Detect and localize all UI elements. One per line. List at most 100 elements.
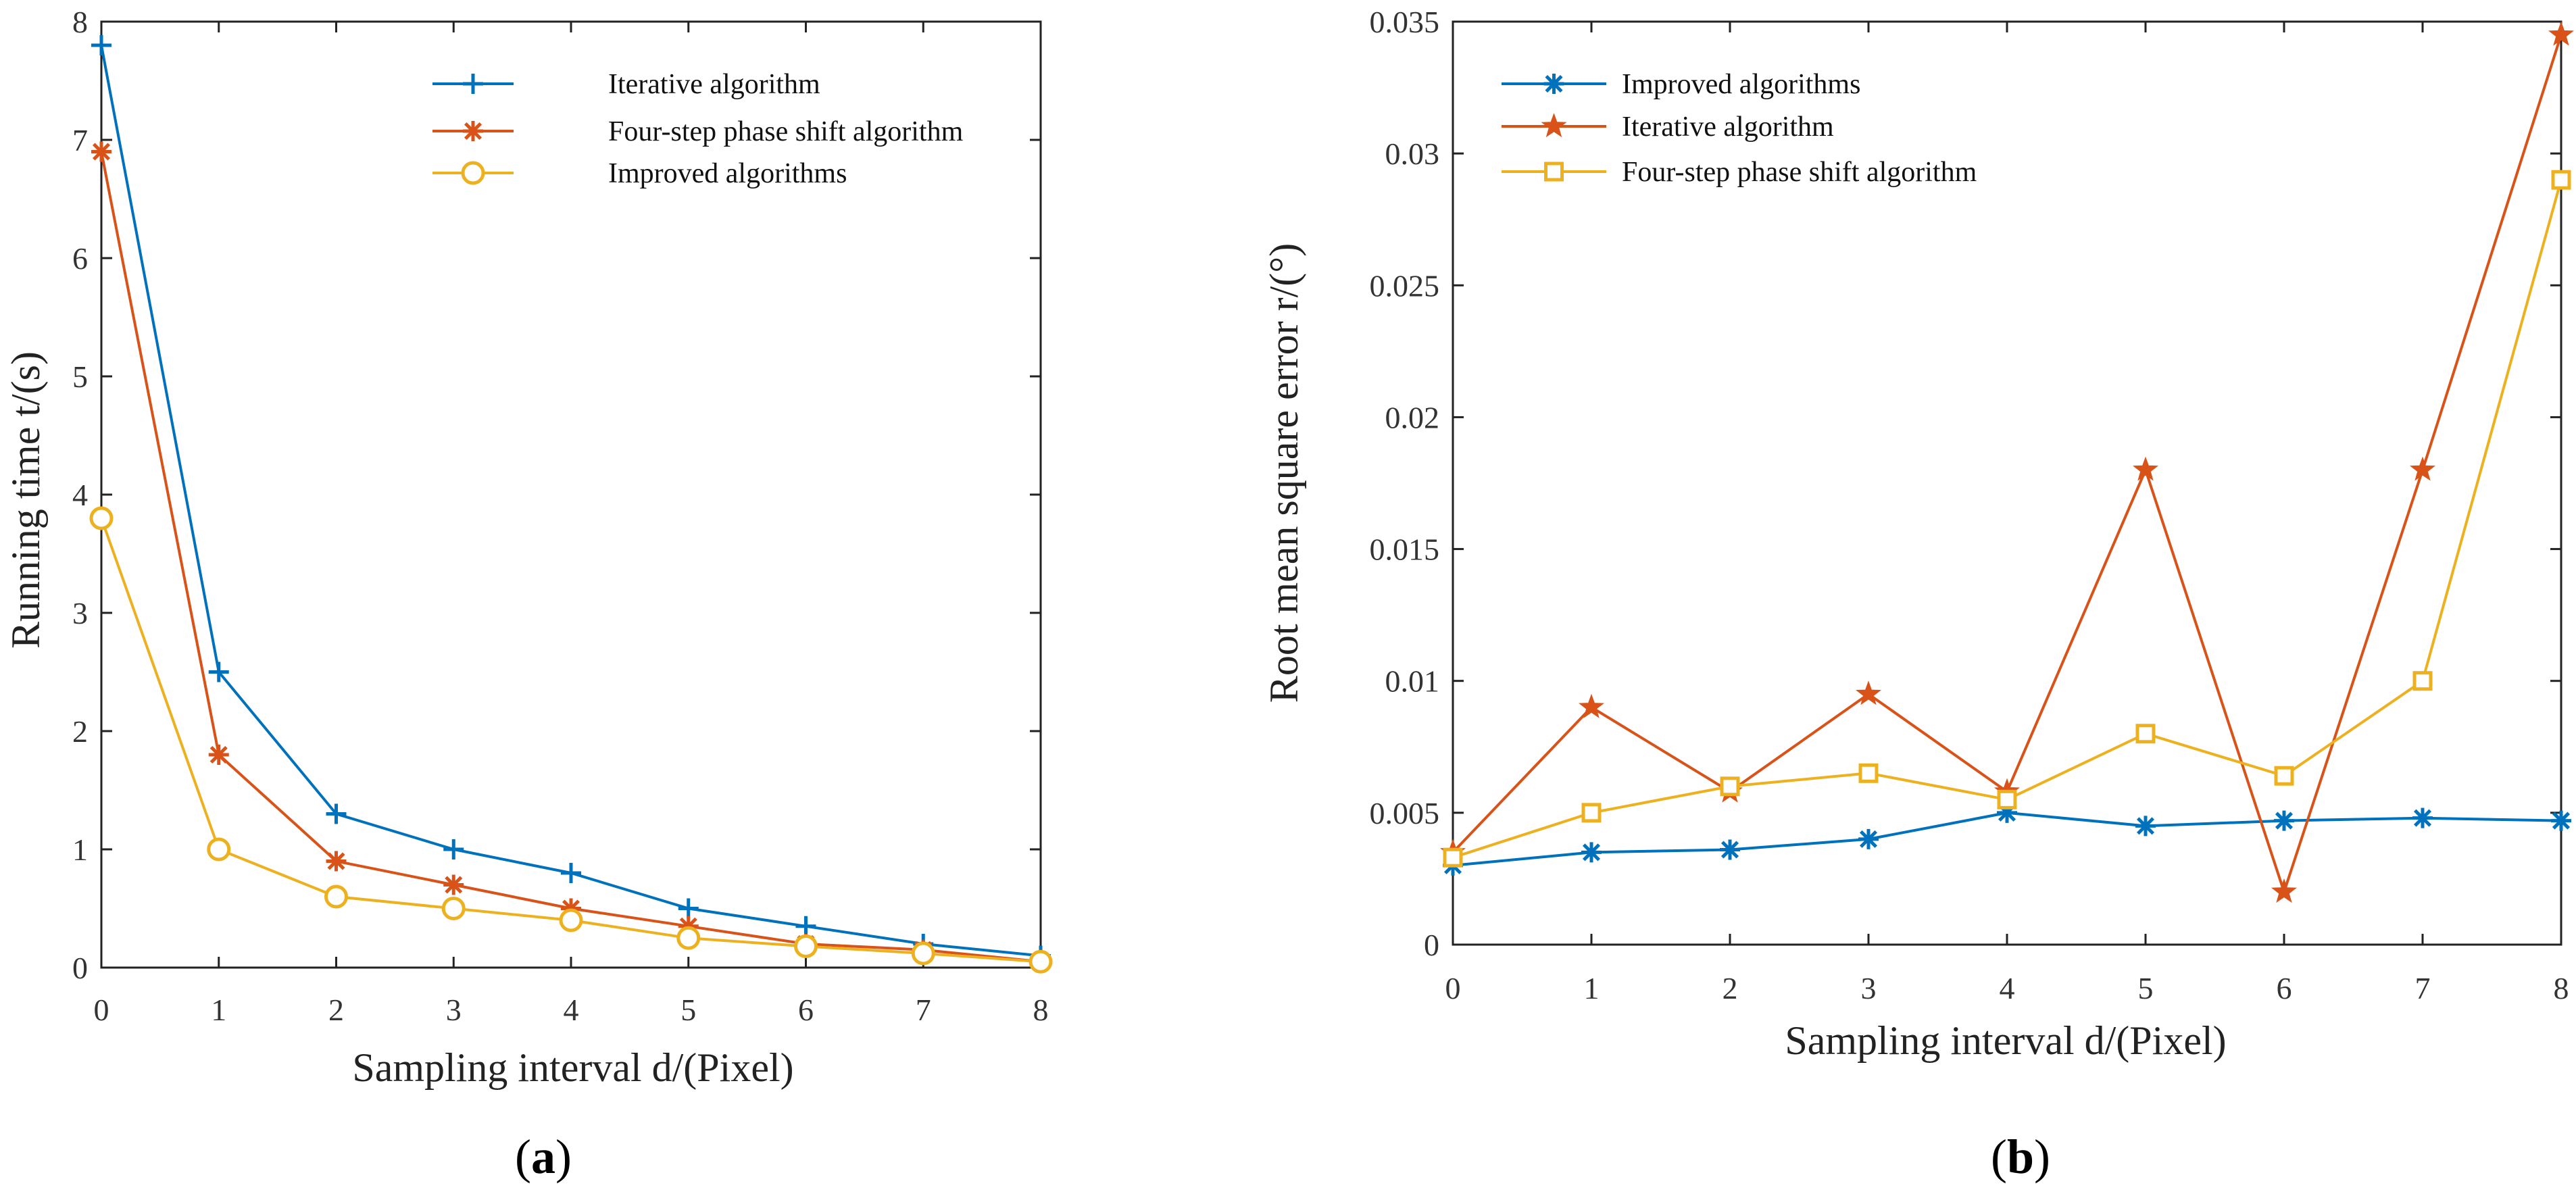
chart-b-tick-labels: 0 1 2 3 4 5 6 7 8 0 0.005 0.01 0.015 0.02 0.025 0.03 0.0… [1370,5,2569,1005]
data-point [1581,842,1602,863]
x-tick-label: 1 [211,993,226,1027]
data-point [1720,839,1740,860]
data-point [1720,776,1740,797]
data-point [326,851,347,872]
chart-a-caption: (a) [515,1130,572,1184]
chart-b-axes [1452,20,2562,946]
data-point [441,897,466,920]
data-point [2274,766,2294,786]
series-four-step-phase-shift-algorithm [1443,170,2571,868]
series-four-step-phase-shift-algorithm [91,141,1051,972]
chart-b-legend: Improved algorithms Iterative algorithm Fo… [1502,69,1977,188]
legend-label: Four-step phase shift algorithm [1622,157,1977,188]
series-line [100,151,1041,964]
data-point [324,884,348,909]
x-tick-label: 2 [1723,971,1738,1005]
plot-frame [100,20,1042,969]
chart-a-legend: Iterative algorithm Four-step phase shift… [432,69,964,189]
data-point [2135,816,2156,837]
legend-marker [1541,113,1567,138]
x-tick-label: 0 [1445,971,1461,1005]
data-point [795,916,816,937]
data-point [2548,21,2574,46]
data-point [559,908,583,932]
legend-label: Iterative algorithm [1622,111,1834,143]
data-point [2412,807,2433,828]
x-tick-label: 6 [2277,971,2292,1005]
data-point [676,926,701,950]
series-iterative-algorithm [91,35,1051,966]
chart-b-plot-area [1440,21,2574,903]
legend-entry: Improved algorithms [1502,69,1860,100]
x-tick-label: 1 [1584,971,1600,1005]
data-point [2271,878,2297,903]
data-point [1443,847,1463,868]
data-point [2135,724,2156,744]
legend-marker [463,121,483,141]
y-tick-label: 7 [72,123,88,157]
chart-a-x-axis-label: Sampling interval d/(Pixel) [352,1045,793,1090]
y-tick-label: 5 [72,359,88,394]
chart-b-rms-error: 0 1 2 3 4 5 6 7 8 0 0.005 0.01 0.015 0.02 0.025 0.03 0.0… [1262,5,2574,1184]
series-line [100,518,1041,964]
data-point [2551,170,2571,190]
chart-b-x-axis-label: Sampling interval d/(Pixel) [1785,1018,2226,1063]
chart-b-y-axis-label: Root mean square error r/(°) [1262,243,1306,703]
y-tick-label: 0.025 [1370,268,1440,303]
data-point [443,874,464,895]
legend-marker [1544,161,1564,182]
x-tick-label: 3 [446,993,462,1027]
legend-label: Four-step phase shift algorithm [608,116,964,147]
y-tick-label: 0.005 [1370,796,1440,830]
data-point [2551,810,2571,831]
data-point [1579,693,1604,718]
legend-entry: Four-step phase shift algorithm [1502,157,1977,188]
y-tick-label: 0 [72,951,88,985]
chart-a-y-axis-label: Running time t/(s) [3,351,48,649]
x-tick-label: 4 [564,993,579,1027]
y-tick-label: 2 [72,714,88,749]
y-tick-label: 3 [72,596,88,630]
data-point [2410,456,2435,481]
data-point [208,745,229,765]
data-point [91,141,112,162]
x-tick-label: 7 [916,993,931,1027]
x-tick-label: 8 [2554,971,2569,1005]
data-point [91,35,112,55]
legend-marker [1543,74,1564,94]
x-tick-label: 7 [2415,971,2431,1005]
chart-a-axes [100,20,1042,969]
y-tick-label: 0.035 [1370,5,1440,39]
x-tick-label: 8 [1033,993,1049,1027]
data-point [678,898,699,919]
series-line [100,45,1041,957]
data-point [911,941,935,966]
y-tick-label: 6 [72,241,88,276]
legend-marker [463,74,483,94]
data-point [89,506,114,530]
y-tick-label: 0.015 [1370,532,1440,567]
legend-entry: Improved algorithms [432,158,847,189]
legend-label: Iterative algorithm [608,69,820,100]
data-point [1858,828,1879,849]
x-tick-label: 3 [1861,971,1877,1005]
x-tick-label: 6 [798,993,814,1027]
data-point [1581,803,1602,823]
data-point [326,803,347,824]
data-point [1858,763,1879,783]
data-point [561,863,581,883]
series-line [1452,179,2562,859]
x-tick-label: 5 [680,993,696,1027]
data-point [2274,810,2294,831]
data-point [1997,802,2017,823]
x-tick-label: 5 [2138,971,2154,1005]
chart-a-running-time: 0 1 2 3 4 5 6 7 8 0 1 2 3 4 5 6 7 8 Iterative algorithm Fo… [3,5,1053,1184]
data-point [443,839,464,859]
y-tick-label: 0 [1424,928,1439,962]
y-tick-label: 0.01 [1385,664,1440,699]
data-point [794,934,818,958]
x-tick-label: 4 [2000,971,2015,1005]
legend-label: Improved algorithms [608,158,847,189]
data-point [208,662,229,682]
